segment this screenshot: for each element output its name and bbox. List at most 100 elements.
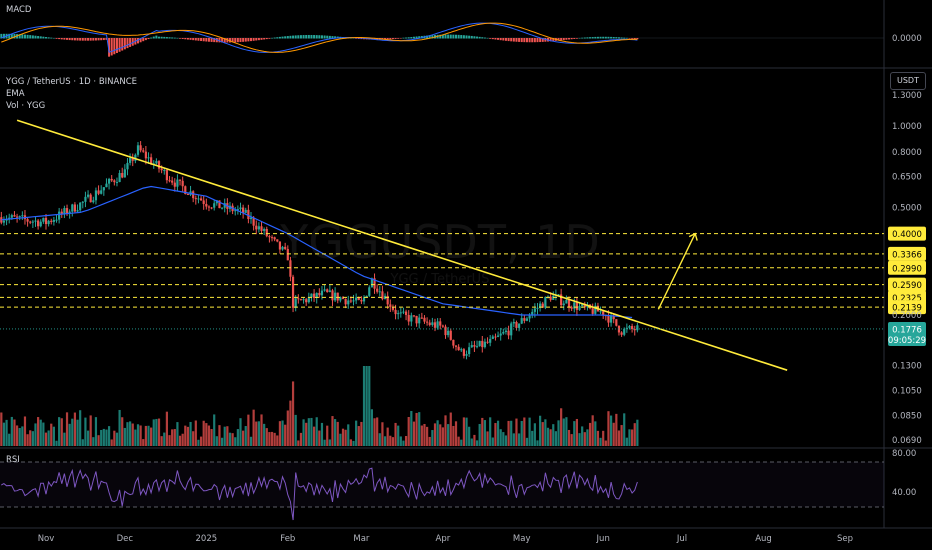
macd-histogram-bar [573, 38, 576, 39]
candle-body [391, 307, 395, 310]
candle-body [65, 208, 69, 214]
macd-histogram-bar [155, 35, 158, 39]
macd-histogram-bar [179, 38, 182, 39]
level-tag [888, 260, 926, 275]
volume-bar [126, 422, 129, 446]
candle-body [531, 311, 534, 316]
candle-body [336, 292, 339, 301]
macd-histogram-bar [165, 37, 168, 39]
volume-bar [42, 422, 45, 446]
candle-body [58, 211, 61, 220]
volume-bar [633, 423, 636, 446]
macd-histogram-bar [21, 34, 24, 39]
macd-histogram-bar [449, 34, 452, 39]
level-tag-label: 0.2990 [892, 264, 922, 274]
macd-histogram-bar [607, 36, 610, 39]
volume-bar [223, 426, 226, 446]
candle-body [541, 303, 544, 308]
candle-body [318, 292, 321, 296]
currency-button[interactable]: USDT [890, 72, 926, 90]
volume-bar [468, 426, 471, 446]
macd-histogram-bar [221, 38, 224, 43]
volume-bar [531, 430, 534, 446]
rsi-label: RSI [6, 455, 20, 465]
candle-body [199, 198, 203, 201]
volume-bar [591, 415, 594, 446]
candle-body [557, 294, 560, 296]
candle-body [486, 341, 489, 343]
macd-histogram-bar [281, 36, 284, 39]
volume-bar [457, 436, 460, 446]
candle-body [370, 278, 374, 288]
volume-bar [81, 439, 84, 446]
volume-bar [247, 414, 250, 446]
candle-body [255, 225, 258, 230]
macd-histogram-bar [386, 38, 389, 40]
candle-body [97, 190, 100, 194]
candle-body [320, 290, 324, 296]
time-axis-tick: Jul [676, 534, 687, 544]
macd-histogram-bar [439, 34, 442, 39]
candle-body [612, 316, 615, 320]
volume-label[interactable]: Vol · YGG [6, 101, 46, 111]
countdown-label: 09:05:29 [888, 336, 926, 346]
volume-bar [636, 419, 639, 446]
volume-bar [102, 428, 105, 446]
macd-histogram-bar [497, 38, 500, 40]
macd-histogram-bar [252, 38, 255, 41]
volume-bar [186, 426, 190, 446]
volume-bar [499, 429, 502, 446]
candle-body [236, 209, 239, 211]
volume-bar [123, 427, 126, 446]
macd-histogram-bar [468, 35, 471, 39]
volume-bar [599, 437, 602, 446]
candle-body [239, 207, 242, 210]
level-tag [888, 246, 926, 261]
macd-histogram-bar [431, 35, 434, 39]
macd-histogram-bar [147, 38, 150, 40]
candle-body [412, 315, 416, 317]
macd-histogram-bar [617, 37, 620, 39]
macd-histogram-bar [286, 36, 289, 39]
volume-bar [470, 438, 473, 446]
volume-bar [107, 426, 111, 446]
macd-histogram-bar [504, 38, 507, 41]
volume-bar [609, 415, 613, 446]
volume-bar [615, 413, 618, 446]
volume-bar [289, 400, 292, 446]
candle-body [150, 157, 153, 165]
candle-body [121, 172, 124, 178]
volume-bar [525, 437, 529, 446]
candle-body [389, 304, 392, 308]
macd-histogram-bar [489, 38, 492, 39]
macd-histogram-bar [460, 35, 463, 39]
macd-histogram-bar [625, 37, 628, 39]
volume-bar [444, 415, 447, 446]
candle-body [560, 294, 563, 306]
candle-body [544, 297, 547, 308]
symbol-title[interactable]: YGG / TetherUS · 1D · BINANCE [6, 77, 138, 87]
candle-body [71, 204, 74, 212]
candle-body [441, 325, 444, 327]
macd-histogram-bar [575, 38, 578, 39]
volume-bar [586, 429, 589, 446]
ema-label[interactable]: EMA [6, 89, 25, 99]
candle-body [129, 157, 132, 163]
volume-bar [583, 432, 586, 446]
candle-body [84, 196, 87, 202]
macd-histogram-bar [271, 37, 274, 39]
candle-body [252, 217, 255, 226]
macd-histogram-bar [236, 38, 239, 43]
volume-bar [436, 420, 439, 446]
macd-histogram-bar [242, 38, 245, 42]
candle-body [218, 200, 221, 209]
volume-bar [100, 429, 103, 446]
ema-line [1, 185, 633, 319]
candle-body [118, 172, 121, 183]
macd-histogram-bar [152, 36, 155, 39]
candle-body [341, 297, 345, 299]
volume-bar [352, 440, 355, 446]
candle-body [344, 298, 347, 305]
macd-histogram-bar [207, 38, 210, 42]
